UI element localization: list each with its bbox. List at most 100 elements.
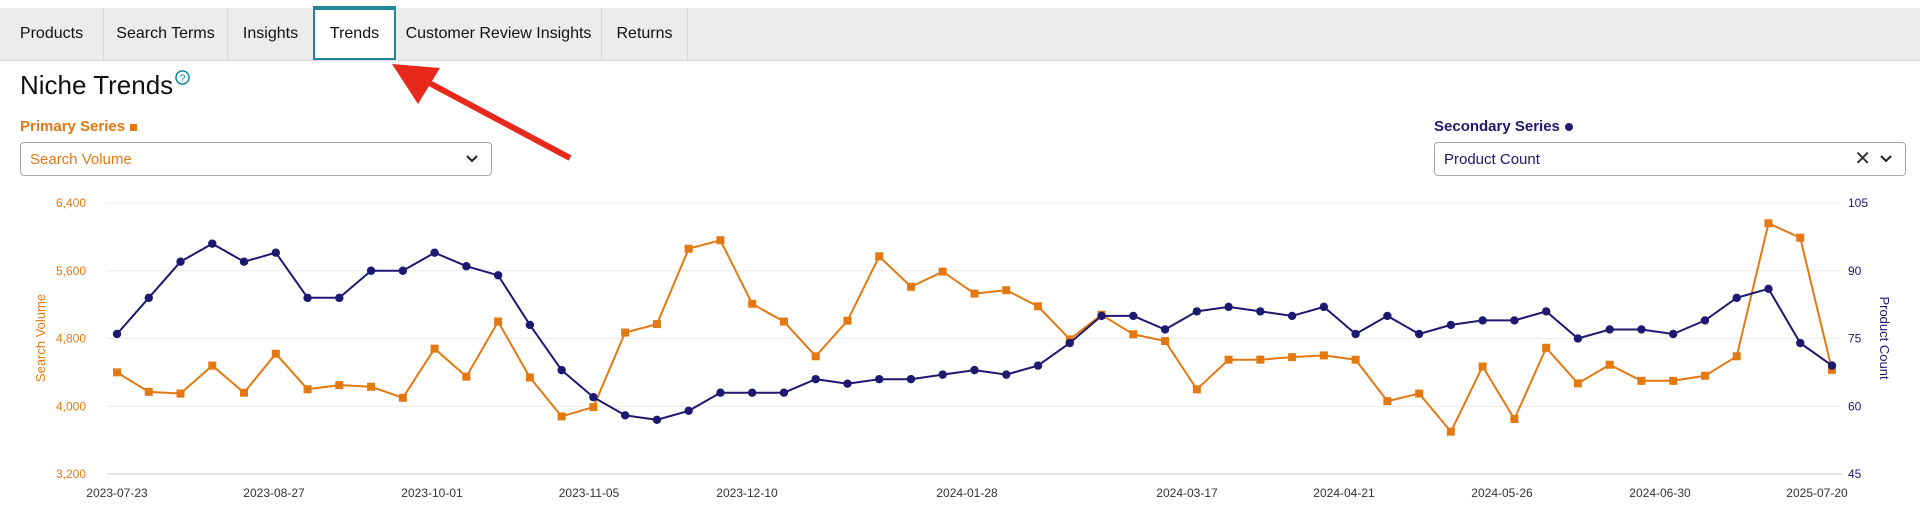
product-count-point <box>335 293 344 303</box>
secondary-series-value: Product Count <box>1444 150 1540 168</box>
x-tick-label: 2024-01-28 <box>936 486 998 500</box>
tab-products[interactable]: Products <box>0 8 104 60</box>
product-count-point <box>1700 316 1710 325</box>
product-count-point <box>1637 325 1646 334</box>
product-count-point <box>1510 316 1519 325</box>
product-count-point <box>1383 311 1392 321</box>
product-count-point <box>843 379 852 388</box>
product-count-point <box>938 370 947 379</box>
chevron-down-icon[interactable] <box>1877 150 1895 168</box>
secondary-series-select[interactable]: Product Count ✕ <box>1434 142 1906 176</box>
search-volume-point <box>1478 362 1487 371</box>
search-volume-point <box>398 393 407 402</box>
x-tick-label: 2023-11-05 <box>559 486 620 500</box>
product-count-point <box>970 365 979 375</box>
y-tick-label: 4,800 <box>56 332 86 346</box>
square-marker-icon <box>130 123 138 131</box>
product-count-point <box>716 388 725 397</box>
tab-returns[interactable]: Returns <box>602 8 688 60</box>
search-volume-point <box>1542 343 1551 352</box>
search-volume-point <box>748 299 757 308</box>
product-count-point <box>684 406 693 415</box>
search-volume-point <box>208 361 217 370</box>
y-tick-label: 4,000 <box>56 399 86 413</box>
secondary-series-label: Secondary Series <box>1434 118 1573 135</box>
product-count-point <box>1764 284 1773 294</box>
product-count-point <box>1732 293 1741 303</box>
search-volume-point <box>970 289 979 298</box>
product-count-point <box>1065 338 1074 348</box>
product-count-point <box>1414 329 1424 339</box>
tab-search-terms[interactable]: Search Terms <box>104 8 228 60</box>
trends-chart: 3,200 45 4,000 60 4,800 75 5,600 90 6,400 105 Sear… <box>33 196 1892 500</box>
search-volume-point <box>1161 337 1170 346</box>
x-tick-label: 2025-07-20 <box>1786 486 1848 500</box>
search-volume-point <box>1828 365 1836 374</box>
search-volume-point <box>1351 355 1360 364</box>
product-count-point <box>906 374 916 384</box>
y2-tick-label: 60 <box>1848 399 1862 413</box>
search-volume-point <box>1288 353 1297 362</box>
product-count-point <box>366 266 376 275</box>
question-circle-icon[interactable]: ? <box>175 70 190 89</box>
x-tick-label: 2023-12-10 <box>716 486 778 500</box>
y-axis-label: Search Volume <box>33 294 48 382</box>
search-volume-point <box>144 387 153 396</box>
page-title: Niche Trends <box>20 70 174 100</box>
search-volume-point <box>716 236 725 245</box>
product-count-point <box>430 248 439 257</box>
search-volume-point <box>430 344 439 353</box>
search-volume-point <box>1605 360 1614 369</box>
product-count-point <box>1160 325 1170 334</box>
product-count-point <box>1351 329 1360 339</box>
y2-tick-label: 75 <box>1848 332 1862 346</box>
tab-trends[interactable]: Trends <box>313 6 396 60</box>
search-volume-point <box>271 349 280 358</box>
x-tick-label: 2024-06-30 <box>1629 486 1691 500</box>
product-count-point <box>1446 320 1456 330</box>
search-volume-point <box>1319 351 1328 360</box>
search-volume-point <box>1764 219 1773 228</box>
product-count-point <box>1827 361 1837 370</box>
primary-series-value: Search Volume <box>30 150 132 168</box>
y-tick-label: 5,600 <box>56 264 86 278</box>
product-count-point <box>1033 361 1043 370</box>
search-volume-point <box>875 252 884 261</box>
y-tick-label: 3,200 <box>56 467 86 481</box>
search-volume-point <box>1034 302 1043 311</box>
product-count-point <box>144 293 153 303</box>
y2-tick-label: 105 <box>1848 196 1868 210</box>
product-count-point <box>176 257 185 266</box>
search-volume-point <box>335 381 344 390</box>
search-volume-point <box>652 320 661 329</box>
search-volume-point <box>1637 376 1646 385</box>
tab-insights[interactable]: Insights <box>228 8 314 60</box>
product-count-point <box>811 374 820 384</box>
search-volume-point <box>811 352 820 361</box>
search-volume-point <box>684 244 693 253</box>
product-count-point <box>589 393 598 402</box>
search-volume-point <box>176 389 185 398</box>
product-count-point <box>1478 316 1487 325</box>
search-volume-point <box>113 368 121 377</box>
product-count-point <box>875 374 884 384</box>
search-volume-point <box>1446 427 1455 436</box>
x-tick-label: 2023-07-23 <box>86 486 148 500</box>
search-volume-point <box>557 412 566 421</box>
product-count-point <box>493 271 503 280</box>
product-count-point <box>239 257 249 266</box>
product-count-point <box>525 320 535 330</box>
chevron-down-icon <box>466 155 478 163</box>
search-volume-point <box>1256 355 1265 364</box>
y-tick-label: 6,400 <box>56 196 86 210</box>
svg-text:?: ? <box>180 73 186 84</box>
search-volume-point <box>1669 376 1678 385</box>
x-tick-label: 2023-10-01 <box>401 486 463 500</box>
product-count-point <box>1192 307 1202 316</box>
product-count-point <box>1129 311 1138 321</box>
search-volume-point <box>906 282 915 291</box>
x-tick-label: 2024-04-21 <box>1313 486 1375 500</box>
primary-series-select[interactable]: Search Volume <box>20 142 492 176</box>
tab-customer-review-insights[interactable]: Customer Review Insights <box>396 8 602 60</box>
clear-icon[interactable]: ✕ <box>1854 148 1871 170</box>
